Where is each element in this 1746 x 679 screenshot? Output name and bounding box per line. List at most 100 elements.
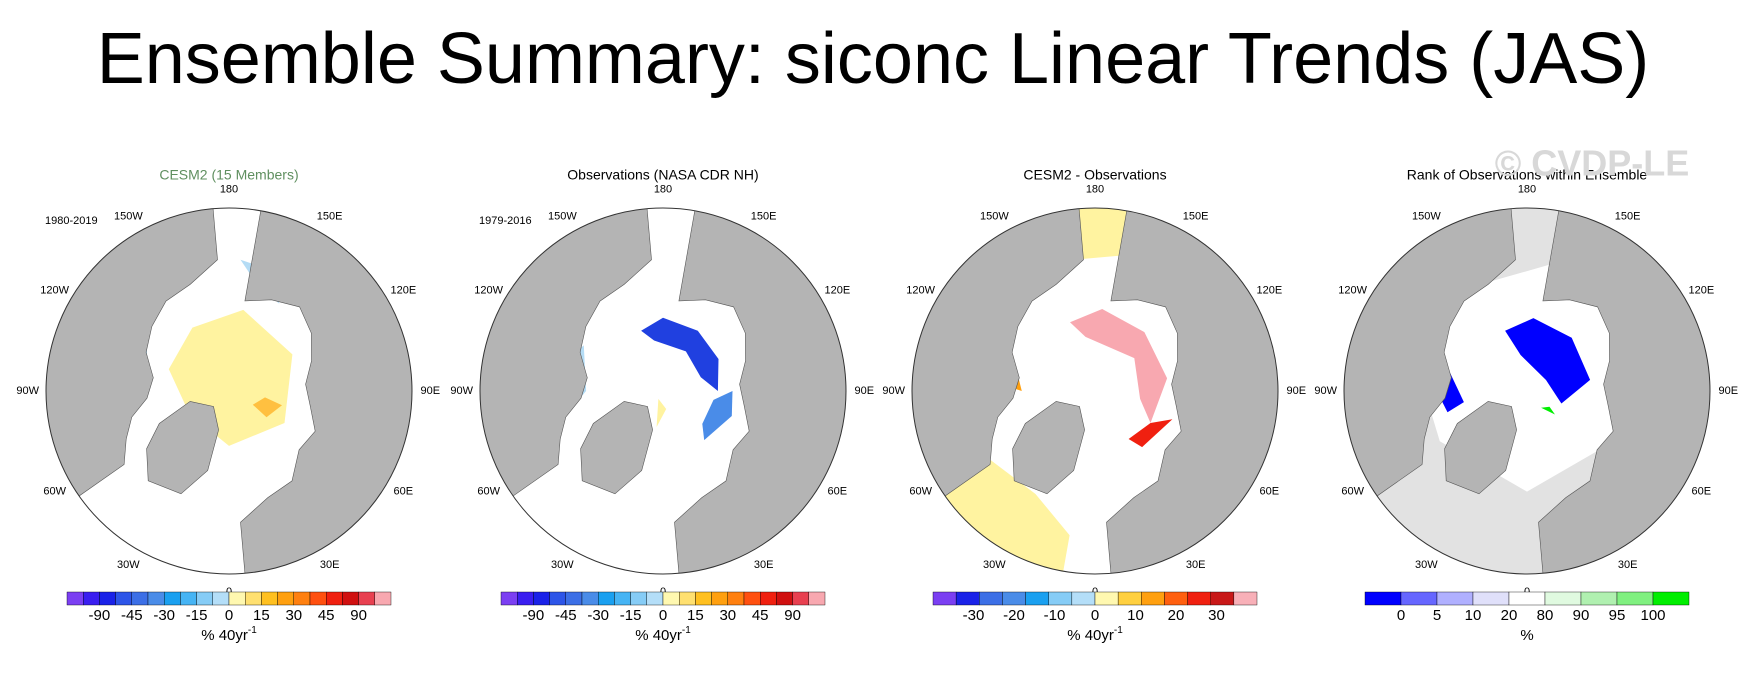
colorbar-label: -45: [121, 607, 143, 624]
sea-ice-trend-area: [702, 391, 733, 441]
colorbar-box: [1164, 591, 1188, 606]
colorbar-box: [1364, 591, 1402, 606]
colorbar-box: [163, 591, 181, 606]
longitude-label: 150E: [1183, 211, 1209, 223]
longitude-label: 120E: [824, 284, 850, 296]
longitude-label: 120E: [390, 284, 416, 296]
colorbar-box: [662, 591, 680, 606]
map-border: [1343, 207, 1711, 575]
colorbar-label: 100: [1640, 607, 1665, 624]
colorbar-box: [598, 591, 615, 606]
panel-title: Observations (NASA CDR NH): [567, 167, 758, 183]
colorbar-units: % 40yr-1: [635, 625, 691, 644]
land: [1444, 401, 1517, 495]
colorbar-label: 5: [1433, 607, 1441, 624]
colorbar-box: [131, 591, 149, 606]
colorbar-box: [180, 591, 197, 606]
colorbar-box: [517, 591, 534, 606]
units-text: % 40yr: [1067, 627, 1114, 644]
colorbar-box: [743, 591, 761, 606]
colorbar-box: [196, 591, 214, 606]
sea-ice-trend-area: [641, 317, 719, 391]
colorbar-label: 90: [784, 607, 801, 624]
map-border: [911, 207, 1279, 575]
longitude-label: 30E: [1186, 559, 1206, 571]
sea-ice-trend-area: [933, 455, 1070, 574]
longitude-label: 60E: [394, 486, 414, 498]
units-superscript: -1: [682, 625, 691, 636]
colorbar-box: [1616, 591, 1654, 606]
colorbar-label: 30: [719, 607, 736, 624]
colorbar-box: [261, 591, 278, 606]
colorbar-box: [711, 591, 728, 606]
colorbar-units: % 40yr-1: [1067, 625, 1123, 644]
colorbar-box: [99, 591, 116, 606]
colorbar-box: [342, 591, 359, 606]
colorbar-box: [1652, 591, 1690, 606]
longitude-label: 120W: [40, 284, 69, 296]
map-layers: [912, 208, 1278, 574]
colorbar-box: [277, 591, 295, 606]
colorbar-label: 0: [1397, 607, 1405, 624]
longitude-label: 150W: [548, 211, 577, 223]
colorbar-label: 10: [1127, 607, 1144, 624]
colorbar-label: -90: [523, 607, 545, 624]
map-panel: Observations (NASA CDR NH) 1979-2016 180 15…: [450, 167, 874, 644]
colorbar-label: -20: [1003, 607, 1025, 624]
colorbar-box: [1400, 591, 1438, 606]
colorbar-label: 30: [285, 607, 302, 624]
colorbar-box: [614, 591, 631, 606]
colorbar-label: 90: [1573, 607, 1590, 624]
colorbar-box: [1141, 591, 1165, 606]
colorbar-box: [1094, 591, 1119, 606]
colorbar-label: 15: [253, 607, 270, 624]
colorbar-box: [760, 591, 777, 606]
units-text: %: [1520, 627, 1533, 644]
colorbar-box: [695, 591, 712, 606]
longitude-label: 60W: [43, 486, 66, 498]
longitude-label: 120E: [1688, 284, 1714, 296]
longitude-label: 150W: [980, 211, 1009, 223]
colorbar-units: % 40yr-1: [201, 625, 257, 644]
longitude-label: 150E: [317, 211, 343, 223]
longitude-label: 90W: [1314, 385, 1337, 397]
longitude-label: 120W: [906, 284, 935, 296]
longitude-label: 90E: [1287, 385, 1307, 397]
colorbar-box: [581, 591, 599, 606]
colorbar-box: [66, 591, 84, 606]
map-panel: CESM2 (15 Members) 1980-2019 180 150E 120E 90…: [16, 167, 440, 644]
colorbar-label: -15: [620, 607, 642, 624]
colorbar-box: [1233, 591, 1258, 606]
land: [1012, 401, 1085, 495]
longitude-label: 150W: [114, 211, 143, 223]
colorbar-box: [1508, 591, 1546, 606]
colorbar-box: [293, 591, 311, 606]
map-layers: [46, 208, 412, 574]
colorbar-label: 0: [1091, 607, 1099, 624]
sea-ice-trend-area: [1128, 419, 1173, 448]
figure-title: Ensemble Summary: siconc Linear Trends (…: [97, 19, 1650, 99]
colorbar-box: [309, 591, 327, 606]
colorbar-box: [932, 591, 957, 606]
colorbar-box: [727, 591, 745, 606]
longitude-label: 60E: [828, 486, 848, 498]
colorbar-box: [679, 591, 696, 606]
longitude-label: 30W: [983, 559, 1006, 571]
watermark: © CVDP-LE: [1495, 143, 1690, 184]
colorbar-label: -10: [1044, 607, 1066, 624]
longitude-label: 150W: [1412, 211, 1441, 223]
longitude-label: 180: [654, 184, 672, 196]
colorbar-units: %: [1520, 627, 1533, 644]
longitude-label: 150E: [751, 211, 777, 223]
colorbar-box: [955, 591, 980, 606]
longitude-label: 60W: [477, 486, 500, 498]
colorbar-label: 90: [350, 607, 367, 624]
colorbar-box: [1048, 591, 1073, 606]
longitude-label: 30W: [1415, 559, 1438, 571]
sea-ice-trend-area: [1505, 318, 1591, 404]
colorbar-label: 10: [1465, 607, 1482, 624]
colorbar-box: [326, 591, 343, 606]
